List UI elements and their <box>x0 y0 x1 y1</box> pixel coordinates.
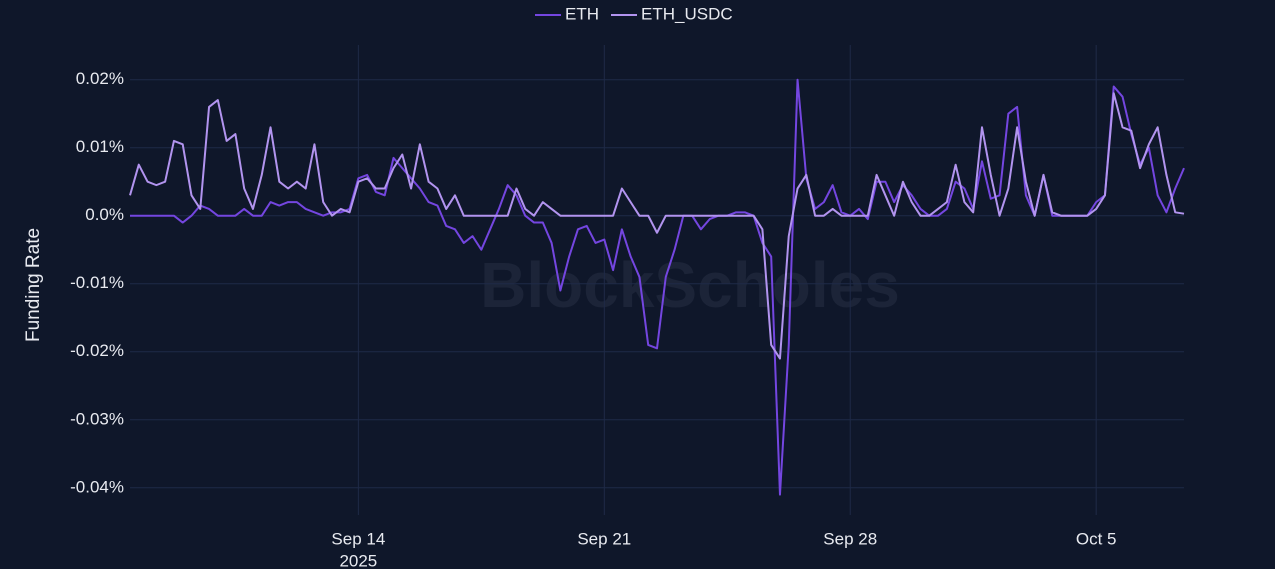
x-tick-label: Sep 21 <box>577 529 631 548</box>
y-tick-label: -0.04% <box>70 477 124 496</box>
y-tick-label: 0.0% <box>85 205 124 224</box>
series-line <box>130 78 1185 496</box>
y-tick-label: -0.01% <box>70 273 124 292</box>
x-tick-label: Sep 28 <box>823 529 877 548</box>
y-tick-label: 0.01% <box>76 137 124 156</box>
y-tick-label: -0.02% <box>70 341 124 360</box>
y-tick-label: 0.02% <box>76 69 124 88</box>
series-line <box>129 92 1185 360</box>
watermark: BlockScholes <box>480 249 900 321</box>
legend-label: ETH_USDC <box>641 4 733 23</box>
y-tick-label: -0.03% <box>70 409 124 428</box>
grid <box>130 45 1184 515</box>
y-axis-label: Funding Rate <box>23 228 44 342</box>
lines <box>129 78 1185 496</box>
x-tick-label: Oct 5 <box>1076 529 1117 548</box>
labels: 0.02% 0.01% 0.0% -0.01% -0.02% -0.03% -0.04% Se… <box>70 4 1116 569</box>
legend-label: ETH <box>565 4 599 23</box>
x-year-label: 2025 <box>339 551 377 569</box>
x-tick-label: Sep 14 <box>331 529 385 548</box>
